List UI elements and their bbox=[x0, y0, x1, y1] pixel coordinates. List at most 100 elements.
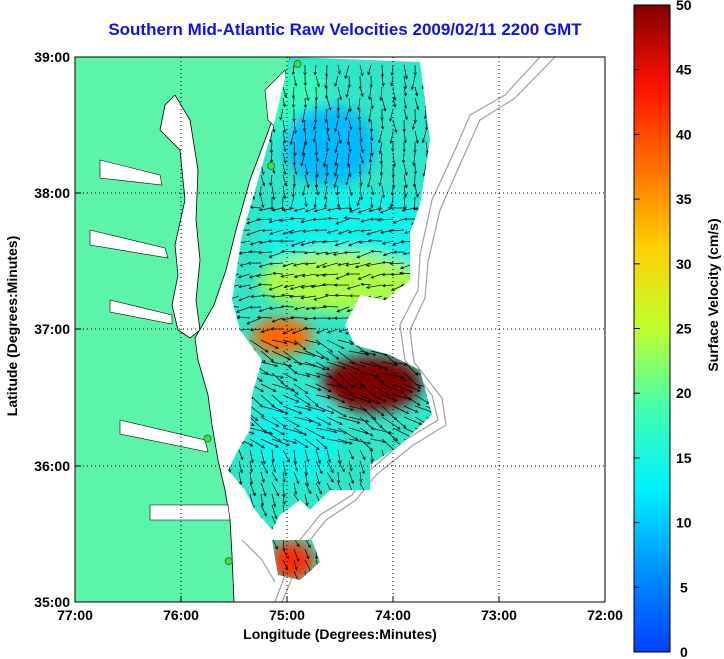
velocity-arrow bbox=[414, 97, 420, 111]
velocity-arrow bbox=[292, 174, 297, 188]
velocity-arrow bbox=[280, 273, 295, 278]
velocity-arrow bbox=[381, 75, 385, 87]
velocity-arrow bbox=[304, 438, 320, 450]
velocity-arrow bbox=[282, 383, 299, 395]
velocity-arrow bbox=[282, 449, 290, 463]
velocity-arrow bbox=[359, 350, 377, 356]
velocity-arrow bbox=[282, 372, 298, 382]
velocity-arrow bbox=[282, 438, 298, 445]
velocity-arrow bbox=[359, 427, 374, 437]
velocity-arrow bbox=[322, 304, 339, 309]
velocity-arrow bbox=[304, 449, 310, 463]
velocity-arrow bbox=[337, 64, 341, 75]
velocity-arrow bbox=[237, 273, 251, 279]
velocity-arrow bbox=[304, 361, 327, 371]
grid-lines bbox=[75, 57, 605, 602]
velocity-arrow bbox=[349, 294, 361, 298]
velocity-arrow bbox=[249, 205, 262, 209]
velocity-arrow bbox=[348, 361, 366, 368]
velocity-arrow bbox=[289, 229, 306, 235]
velocity-arrow bbox=[425, 416, 432, 425]
velocity-arrow bbox=[326, 229, 339, 234]
colorbar-ticks bbox=[634, 69, 640, 588]
velocity-arrow bbox=[256, 315, 273, 320]
y-tick-label: 38:00 bbox=[34, 185, 70, 201]
velocity-arrow bbox=[291, 250, 306, 254]
velocity-arrow bbox=[288, 294, 306, 299]
velocity-region-offshore-delaware bbox=[284, 105, 375, 186]
velocity-arrow bbox=[412, 174, 417, 188]
velocity-arrow bbox=[381, 119, 385, 130]
velocity-arrow bbox=[282, 460, 288, 477]
velocity-arrow bbox=[269, 306, 284, 311]
velocity-arrow bbox=[381, 97, 387, 112]
velocity-arrow bbox=[282, 152, 287, 164]
velocity-arrow bbox=[357, 97, 361, 111]
velocity-arrow bbox=[367, 108, 372, 123]
velocity-arrow bbox=[271, 493, 277, 508]
velocity-arrow bbox=[403, 196, 407, 211]
velocity-arrow bbox=[403, 185, 407, 198]
velocity-arrow bbox=[333, 174, 339, 189]
velocity-arrow bbox=[249, 471, 253, 486]
velocity-arrow bbox=[268, 251, 284, 258]
velocity-arrow bbox=[315, 394, 332, 400]
velocity-arrow bbox=[271, 427, 286, 436]
velocity-arrow bbox=[272, 271, 284, 276]
velocity-arrow bbox=[246, 229, 262, 236]
velocity-arrow bbox=[315, 383, 332, 392]
velocity-arrow bbox=[249, 482, 256, 497]
velocity-arrow bbox=[260, 482, 267, 497]
velocity-arrow bbox=[321, 273, 339, 277]
velocity-arrow bbox=[380, 64, 385, 78]
velocity-arrow bbox=[247, 261, 262, 265]
velocity-arrow bbox=[260, 372, 285, 379]
velocity-arrow bbox=[327, 216, 339, 221]
velocity-arrow bbox=[379, 86, 383, 102]
velocity-arrow bbox=[425, 405, 432, 414]
velocity-arrow bbox=[282, 405, 303, 415]
velocity-arrow bbox=[304, 372, 321, 379]
velocity-arrow bbox=[303, 75, 307, 87]
velocity-arrow bbox=[336, 196, 341, 208]
velocity-arrow bbox=[359, 394, 381, 405]
colorbar-tick-label: 40 bbox=[676, 126, 692, 142]
velocity-arrow bbox=[348, 449, 354, 460]
velocity-arrow bbox=[344, 108, 350, 122]
radar-station-marker bbox=[224, 557, 233, 566]
velocity-arrow bbox=[293, 372, 311, 378]
velocity-arrow bbox=[348, 119, 353, 131]
velocity-arrow bbox=[382, 251, 394, 257]
velocity-arrow bbox=[381, 283, 394, 288]
radar-stations bbox=[203, 59, 302, 566]
velocity-arrow bbox=[392, 405, 410, 415]
velocity-arrow bbox=[260, 174, 266, 187]
velocity-arrow bbox=[271, 394, 283, 405]
velocity-arrow bbox=[304, 471, 310, 487]
velocity-arrow bbox=[357, 207, 372, 214]
velocity-arrow bbox=[271, 405, 289, 415]
velocity-arrow bbox=[334, 163, 339, 177]
velocity-arrow bbox=[348, 394, 372, 404]
radar-station-marker bbox=[203, 434, 212, 443]
velocity-arrow bbox=[248, 305, 262, 310]
velocity-arrow bbox=[410, 75, 416, 91]
velocity-arrow bbox=[313, 207, 328, 213]
velocity-arrow bbox=[368, 207, 383, 213]
velocity-arrow bbox=[315, 152, 319, 163]
velocity-arrow bbox=[424, 119, 429, 131]
velocity-arrow bbox=[366, 174, 372, 188]
velocity-arrow bbox=[315, 339, 334, 353]
colorbar-tick-label: 30 bbox=[676, 256, 692, 272]
velocity-arrow bbox=[337, 262, 350, 267]
velocity-arrow bbox=[336, 471, 341, 484]
velocity-arrow bbox=[315, 427, 338, 434]
velocity-arrow bbox=[238, 284, 251, 289]
x-axis-label: Longitude (Degrees:Minutes) bbox=[243, 626, 437, 642]
velocity-arrow bbox=[249, 394, 264, 408]
velocity-arrow bbox=[359, 471, 363, 483]
velocity-arrow bbox=[249, 339, 269, 353]
velocity-arrow bbox=[315, 438, 328, 450]
velocity-arrow bbox=[359, 438, 374, 452]
velocity-arrow bbox=[348, 416, 370, 423]
